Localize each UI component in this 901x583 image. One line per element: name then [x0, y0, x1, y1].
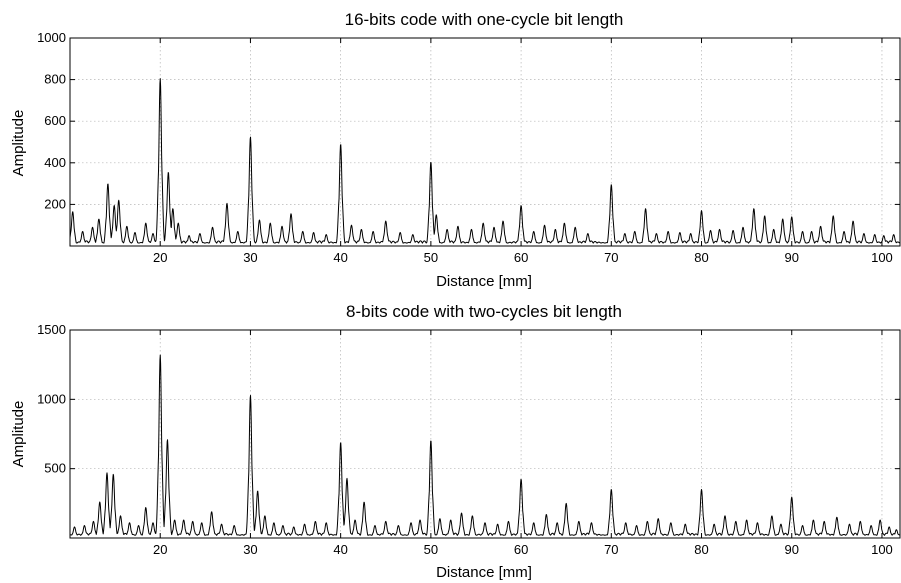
subplot-bottom: 8-bits code with two-cycles bit length 2… — [10, 302, 901, 581]
y-tick-label: 1000 — [37, 30, 66, 45]
x-tick-label: 80 — [694, 250, 708, 265]
y-axis-label: Amplitude — [10, 110, 27, 177]
axis-ticks: 20 30 40 50 60 70 80 90 100 500 1000 1500 — [37, 322, 900, 557]
x-tick-label: 100 — [871, 542, 893, 557]
chart-title: 16-bits code with one-cycle bit length — [345, 10, 624, 29]
x-tick-label: 60 — [514, 542, 528, 557]
y-tick-label: 800 — [44, 72, 66, 87]
y-tick-label: 600 — [44, 113, 66, 128]
x-tick-label: 20 — [153, 542, 167, 557]
x-tick-label: 70 — [604, 250, 618, 265]
axis-ticks: 20 30 40 50 60 70 80 90 100 200 400 600 800 1000 — [37, 30, 900, 265]
x-tick-label: 20 — [153, 250, 167, 265]
y-tick-label: 1000 — [37, 391, 66, 406]
chart-title: 8-bits code with two-cycles bit length — [346, 302, 622, 321]
amplitude-series-line — [69, 78, 901, 244]
x-tick-label: 50 — [424, 250, 438, 265]
y-tick-label: 400 — [44, 155, 66, 170]
x-tick-label: 60 — [514, 250, 528, 265]
x-tick-label: 30 — [243, 542, 257, 557]
x-tick-label: 50 — [424, 542, 438, 557]
x-tick-label: 100 — [871, 250, 893, 265]
grid — [70, 330, 900, 538]
x-tick-label: 90 — [785, 542, 799, 557]
x-axis-label: Distance [mm] — [436, 564, 532, 581]
x-tick-label: 40 — [333, 250, 347, 265]
x-axis-label: Distance [mm] — [436, 273, 532, 290]
y-tick-label: 500 — [44, 461, 66, 476]
y-tick-label: 200 — [44, 196, 66, 211]
plot-area-frame — [69, 37, 901, 247]
subplot-top: 16-bits code with one-cycle bit length 2… — [10, 10, 901, 290]
y-axis-label: Amplitude — [10, 401, 27, 468]
x-tick-label: 30 — [243, 250, 257, 265]
plot-area-frame — [69, 329, 901, 539]
x-tick-label: 40 — [333, 542, 347, 557]
grid — [70, 38, 900, 246]
x-tick-label: 90 — [785, 250, 799, 265]
y-tick-label: 1500 — [37, 322, 66, 337]
amplitude-series-line — [69, 354, 901, 536]
x-tick-label: 70 — [604, 542, 618, 557]
x-tick-label: 80 — [694, 542, 708, 557]
